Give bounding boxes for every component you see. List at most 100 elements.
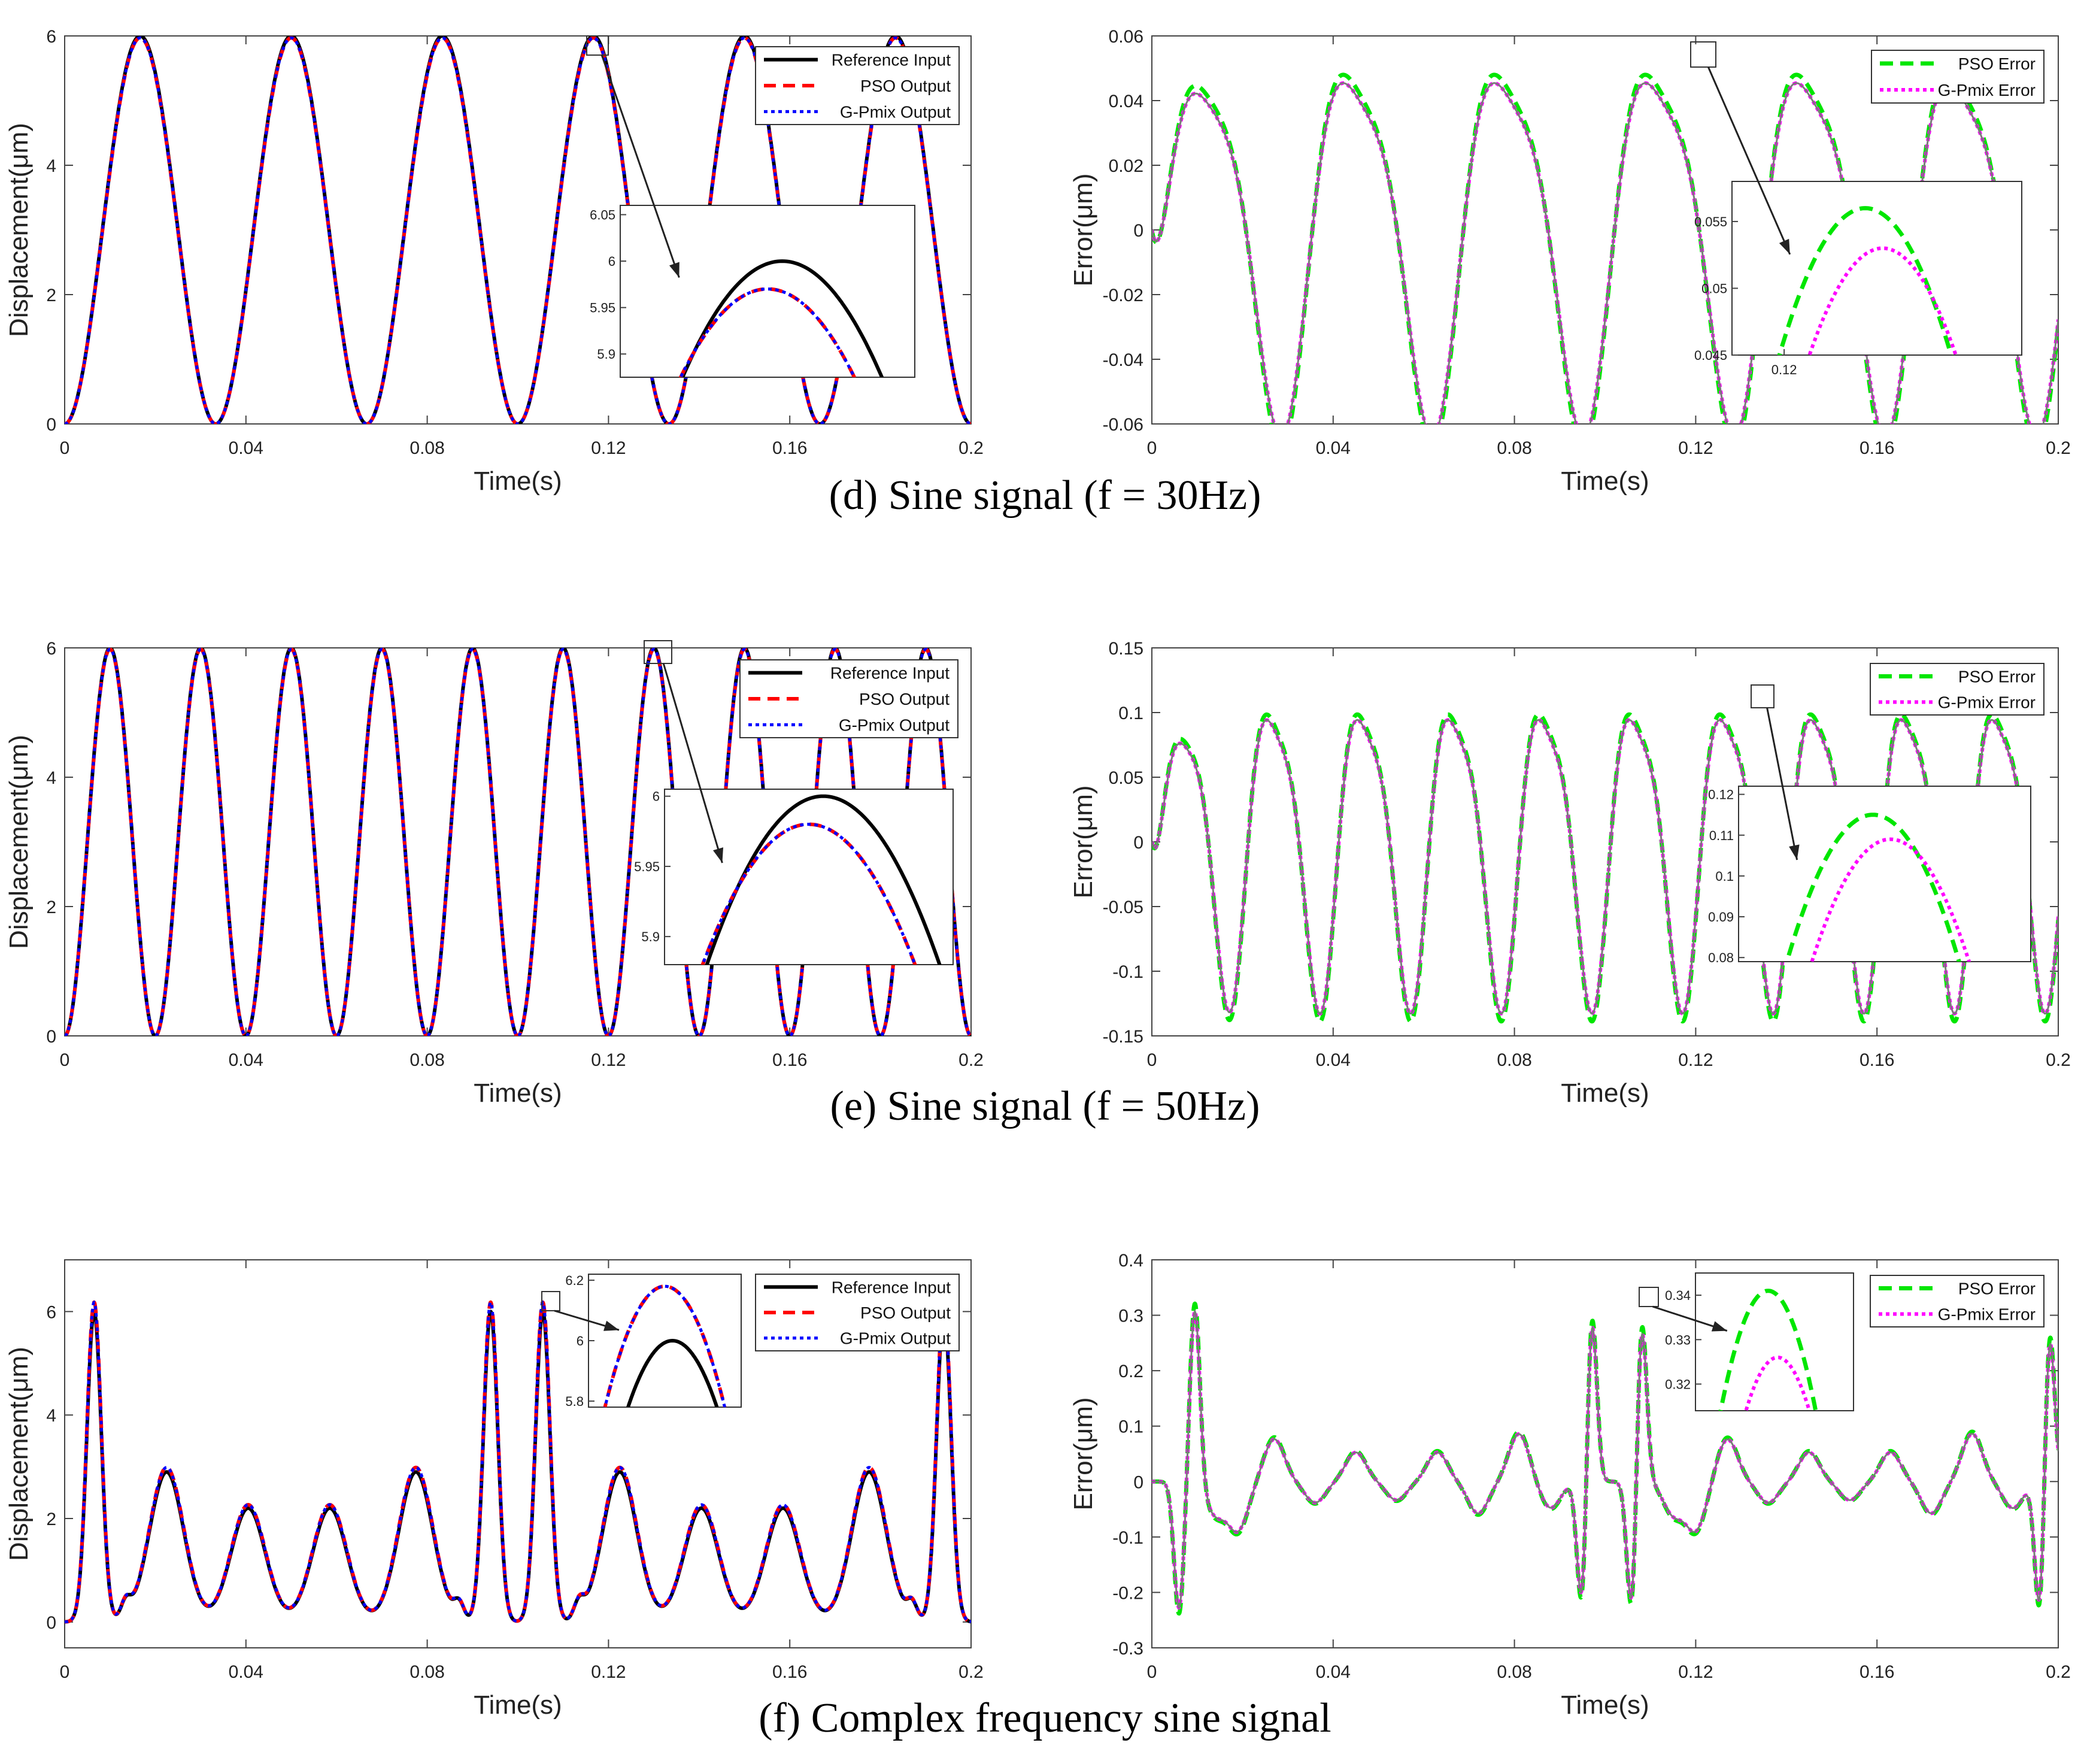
- x-tick-label: 0.04: [229, 1050, 263, 1070]
- zoom-arrowhead: [1711, 1321, 1727, 1332]
- y-axis-label: Displacement(μm): [4, 1347, 34, 1561]
- d-error-plot: 0 0.04 0.08 0.12 0.16 0.2 -0.06 -0.04 -0.02 0 0.02…: [1069, 27, 2071, 496]
- f-error-plot: 0 0.04 0.08 0.12 0.16 0.2 -0.3 -0.2 -0.1 0 0.1 0.2 0…: [1069, 1251, 2071, 1720]
- zoom-source-box: [1751, 684, 1774, 708]
- x-tick-label: 0.12: [591, 1050, 626, 1070]
- legend-label: PSO Output: [859, 690, 950, 708]
- inset-series-2: [700, 823, 917, 965]
- x-tick-label: 0.2: [2046, 438, 2071, 458]
- d-displacement-plot: 0 0.04 0.08 0.12 0.16 0.2 0 2 4 6 Time(s) Displacem…: [4, 27, 984, 496]
- y-tick-label: -0.15: [1103, 1027, 1143, 1047]
- inset-box: [1731, 181, 2022, 356]
- legend-box: [1870, 1275, 2045, 1327]
- y-tick-label: 0.06: [1109, 27, 1143, 47]
- inset-curves: [1785, 813, 1971, 962]
- legend: PSO Error G-Pmix Error: [1870, 663, 2045, 716]
- x-axis-label: Time(s): [1561, 1690, 1649, 1720]
- x-tick-label: 0.2: [958, 1662, 984, 1682]
- legend-box: [1871, 50, 2045, 104]
- y-tick-label: 4: [46, 1406, 56, 1426]
- series-group: [65, 1300, 971, 1624]
- caption-f: (f) Complex frequency sine signal: [759, 1695, 1331, 1741]
- x-axis-label: Time(s): [474, 1690, 562, 1720]
- series-core-line: [1152, 1310, 2058, 1609]
- zoom-inset: 0.08 0.09 0.1 0.11 0.12: [1708, 684, 2031, 965]
- zoom-inset: 5.9 5.95 6 6.05: [586, 35, 915, 378]
- legend-label: G-Pmix Error: [1938, 693, 2036, 712]
- x-tick-label: 0.12: [1678, 438, 1713, 458]
- inset-y-tick-label: 0.11: [1709, 828, 1734, 843]
- x-tick-label: 0.08: [1497, 438, 1531, 458]
- inset-y-tick-label: 5.8: [565, 1394, 584, 1409]
- y-axis-label: Displacement(μm): [4, 123, 34, 337]
- x-tick-label: 0.04: [1316, 1050, 1351, 1070]
- y-tick-label: 6: [46, 639, 56, 659]
- y-tick-label: 0: [1133, 1472, 1143, 1492]
- y-tick-label: 2: [46, 898, 56, 917]
- legend-label: G-Pmix Error: [1938, 1305, 2036, 1324]
- y-tick-label: 6: [46, 27, 56, 47]
- series-line-2: [65, 648, 971, 1036]
- inset-box: [1695, 1272, 1854, 1411]
- legend-label: PSO Error: [1958, 54, 2036, 73]
- x-tick-label: 0.16: [1860, 1662, 1894, 1682]
- inset-y-tick-label: 0.33: [1665, 1332, 1691, 1347]
- caption-d: (d) Sine signal (f = 30Hz): [829, 472, 1261, 519]
- y-tick-label: 0: [46, 1613, 56, 1633]
- inset-curves: [603, 1284, 727, 1407]
- inset-y-tick-label: 0.34: [1665, 1288, 1691, 1303]
- inset-y-tick-label: 0.1: [1715, 869, 1734, 884]
- inset-series-0: [626, 1338, 719, 1407]
- y-axis-label: Error(μm): [1069, 785, 1098, 898]
- inset-y-tick-label: 6: [608, 254, 615, 269]
- x-axis-label: Time(s): [474, 466, 562, 496]
- y-axis-label: Displacement(μm): [4, 735, 34, 949]
- y-tick-label: 0.15: [1109, 639, 1143, 659]
- legend-box: [1870, 663, 2045, 716]
- legend-label: G-Pmix Output: [839, 716, 950, 734]
- legend-label: PSO Error: [1958, 1280, 2036, 1298]
- x-tick-label: 0.08: [1497, 1662, 1531, 1682]
- y-tick-label: 0.1: [1118, 704, 1143, 723]
- inset-series-0: [1718, 1289, 1818, 1411]
- x-tick-label: 0.16: [772, 438, 807, 458]
- zoom-inset: 0.045 0.05 0.055 0.12: [1690, 41, 2022, 377]
- zoom-source-box: [644, 640, 672, 664]
- inset-series-1: [603, 1284, 727, 1407]
- y-tick-label: -0.05: [1103, 898, 1143, 917]
- inset-y-tick-label: 0.05: [1701, 281, 1727, 296]
- x-tick-label: 0.16: [772, 1662, 807, 1682]
- zoom-source-box: [1639, 1287, 1659, 1307]
- y-tick-label: -0.1: [1112, 1528, 1143, 1548]
- inset-series-1: [1807, 246, 1958, 355]
- x-tick-label: 0.04: [229, 438, 263, 458]
- x-tick-label: 0.16: [772, 1050, 807, 1070]
- x-tick-label: 0: [60, 1050, 70, 1070]
- y-tick-label: 0.05: [1109, 768, 1143, 788]
- y-axis-label: Error(μm): [1069, 1397, 1098, 1510]
- e-displacement-plot: 0 0.04 0.08 0.12 0.16 0.2 0 2 4 6 Time(s) Displacem…: [4, 639, 984, 1108]
- x-tick-label: 0.04: [1316, 1662, 1351, 1682]
- legend: Reference Input PSO Output G-Pmix Output: [755, 46, 960, 125]
- legend: Reference Input PSO Output G-Pmix Output: [755, 1274, 960, 1351]
- inset-y-tick-label: 0.08: [1708, 950, 1734, 965]
- zoom-arrowhead: [1789, 844, 1800, 860]
- legend-label: Reference Input: [832, 51, 951, 69]
- x-tick-label: 0.08: [409, 1050, 444, 1070]
- inset-y-tick-label: 6: [653, 789, 660, 804]
- inset-y-tick-label: 0.09: [1708, 910, 1734, 925]
- e-error-plot: 0 0.04 0.08 0.12 0.16 0.2 -0.15 -0.1 -0.05 0 0.05 0…: [1069, 639, 2071, 1108]
- inset-curves: [700, 794, 942, 965]
- y-tick-label: -0.3: [1112, 1639, 1143, 1659]
- inset-series-2: [603, 1284, 727, 1407]
- inset-y-tick-label: 6: [577, 1333, 584, 1348]
- zoom-arrow: [1766, 707, 1798, 860]
- series-line-2: [65, 1301, 971, 1624]
- y-tick-label: -0.04: [1103, 350, 1143, 370]
- legend-label: Reference Input: [830, 664, 950, 683]
- series-core-line: [1152, 719, 2058, 1015]
- zoom-source-box: [1690, 41, 1716, 68]
- x-tick-label: 0: [1147, 1662, 1157, 1682]
- x-tick-label: 0.04: [229, 1662, 263, 1682]
